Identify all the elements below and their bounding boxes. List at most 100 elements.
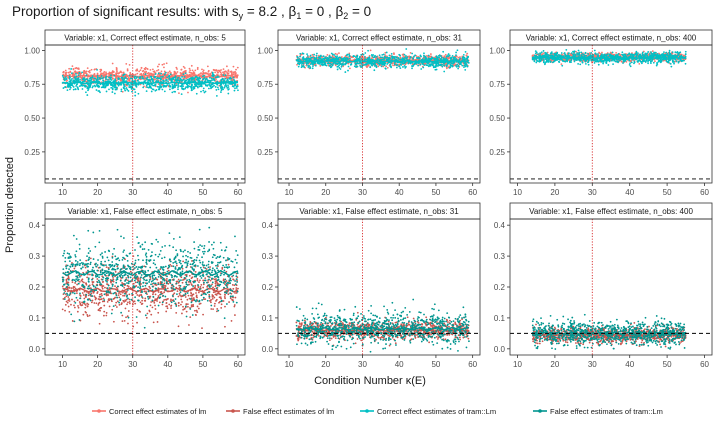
data-point	[199, 86, 201, 88]
data-point	[182, 73, 184, 75]
data-point	[115, 80, 117, 82]
x-tick-label: 60	[468, 188, 477, 197]
data-point	[84, 80, 86, 82]
data-point	[446, 68, 448, 70]
data-point	[420, 68, 422, 70]
data-point	[152, 69, 154, 71]
data-point	[336, 53, 338, 55]
data-point	[237, 67, 239, 69]
data-point	[114, 93, 116, 95]
data-point	[455, 52, 457, 54]
data-point	[220, 91, 222, 93]
data-point	[215, 86, 217, 88]
data-point	[669, 50, 671, 52]
data-point	[312, 67, 314, 69]
data-point	[578, 50, 580, 52]
data-point	[175, 75, 177, 77]
data-point	[422, 58, 424, 60]
x-tick-label: 50	[431, 188, 440, 197]
data-point	[127, 68, 129, 70]
data-point	[391, 58, 393, 60]
data-point	[237, 89, 239, 91]
data-point	[122, 78, 124, 80]
data-point	[191, 88, 193, 90]
data-point	[390, 64, 392, 66]
data-point	[77, 88, 79, 90]
data-point	[587, 53, 589, 55]
data-point	[340, 63, 342, 65]
data-point	[141, 67, 143, 69]
data-point	[340, 68, 342, 70]
data-point	[187, 92, 189, 94]
data-point	[94, 69, 96, 71]
data-point	[221, 79, 223, 81]
data-point	[380, 56, 382, 58]
data-point	[403, 54, 405, 56]
y-tick-label: 0.25	[257, 148, 273, 157]
data-point	[315, 65, 317, 67]
data-point	[214, 80, 216, 82]
data-point	[364, 56, 366, 58]
data-point	[100, 73, 102, 75]
data-point	[156, 78, 158, 80]
data-point	[354, 65, 356, 67]
data-point	[160, 79, 162, 81]
data-point	[560, 63, 562, 65]
data-point	[320, 58, 322, 60]
data-point	[298, 66, 300, 68]
x-tick-label: 30	[128, 188, 137, 197]
data-point	[111, 71, 113, 73]
data-point	[428, 55, 430, 57]
data-point	[170, 74, 172, 76]
data-point	[378, 62, 380, 64]
data-point	[181, 76, 183, 78]
data-point	[430, 53, 432, 55]
series-points-2	[532, 49, 687, 68]
y-tick-label: 0.75	[24, 80, 40, 89]
data-point	[299, 56, 301, 58]
data-point	[67, 89, 69, 91]
data-point	[395, 59, 397, 61]
data-point	[359, 56, 361, 58]
data-point	[307, 55, 309, 57]
data-point	[80, 85, 82, 87]
data-point	[68, 72, 70, 74]
data-point	[161, 64, 163, 66]
data-point	[65, 76, 67, 78]
data-point	[214, 71, 216, 73]
data-point	[190, 72, 192, 74]
data-point	[465, 51, 467, 53]
data-point	[140, 69, 142, 71]
data-point	[316, 53, 318, 55]
data-point	[327, 57, 329, 59]
data-point	[194, 83, 196, 85]
data-point	[373, 69, 375, 71]
data-point	[126, 78, 128, 80]
data-point	[117, 73, 119, 75]
data-point	[180, 69, 182, 71]
data-point	[452, 65, 454, 67]
data-point	[392, 65, 394, 67]
data-point	[402, 55, 404, 57]
x-tick-label: 40	[395, 188, 404, 197]
data-point	[457, 49, 459, 51]
data-point	[125, 63, 127, 65]
data-point	[89, 72, 91, 74]
chart-title: Proportion of significant results: with …	[12, 4, 371, 21]
data-point	[399, 57, 401, 59]
data-point	[396, 64, 398, 66]
data-point	[208, 88, 210, 90]
data-point	[177, 86, 179, 88]
data-point	[94, 78, 96, 80]
data-point	[182, 88, 184, 90]
data-point	[178, 79, 180, 81]
data-point	[201, 86, 203, 88]
data-point	[83, 70, 85, 72]
data-point	[443, 64, 445, 66]
data-point	[423, 56, 425, 58]
data-point	[206, 79, 208, 81]
data-point	[353, 55, 355, 57]
y-tick-label: 0.25	[24, 148, 40, 157]
data-point	[364, 52, 366, 54]
data-point	[197, 67, 199, 69]
